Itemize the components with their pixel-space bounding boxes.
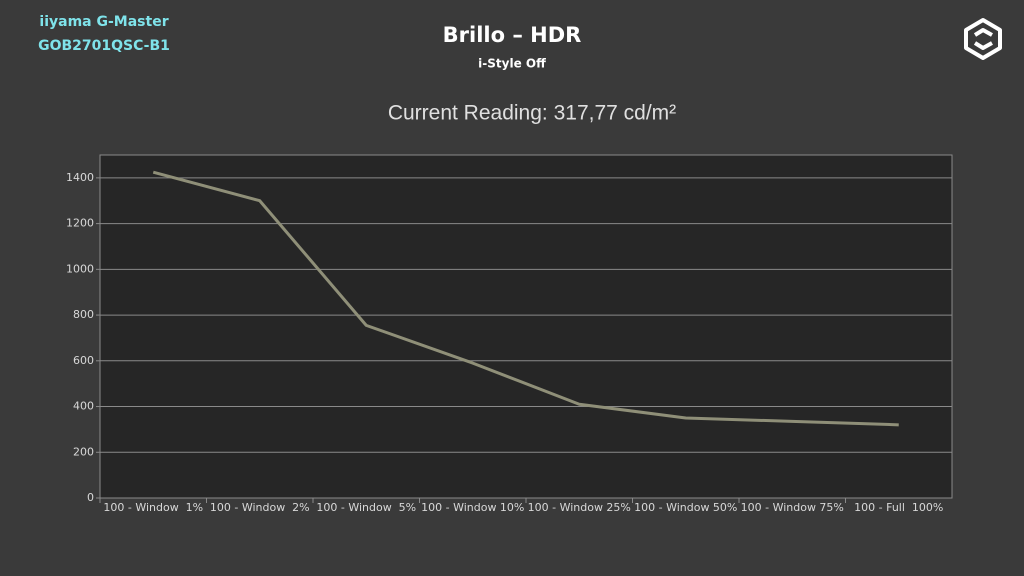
y-tick-label: 400: [73, 400, 94, 413]
chart-subtitle: i-Style Off: [478, 57, 546, 71]
y-tick-label: 1200: [66, 217, 94, 230]
y-tick-label: 800: [73, 308, 94, 321]
x-tick-label: 100 - Window 75%: [741, 501, 844, 514]
x-tick-label: 100 - Window 5%: [316, 501, 416, 514]
x-tick-label: 100 - Window 1%: [103, 501, 203, 514]
chart-title: Brillo – HDR: [443, 23, 582, 47]
y-tick-label: 1400: [66, 171, 94, 184]
annotation: Current Reading: 317,77 cd/m²: [388, 102, 676, 125]
brand-line: GOB2701QSC-B1: [38, 38, 170, 54]
y-tick-label: 200: [73, 445, 94, 458]
plot-area: [99, 154, 953, 499]
y-tick-label: 0: [87, 491, 94, 504]
x-tick-label: 100 - Full 100%: [854, 501, 943, 514]
logo: [964, 18, 1002, 60]
y-tick-label: 600: [73, 354, 94, 367]
brand-line: iiyama G-Master: [39, 14, 168, 30]
x-tick-label: 100 - Window 2%: [210, 501, 310, 514]
x-tick-label: 100 - Window 25%: [528, 501, 631, 514]
x-tick-label: 100 - Window 50%: [634, 501, 737, 514]
line-series: [152, 170, 899, 427]
y-tick-label: 1000: [66, 262, 94, 275]
x-tick-label: 100 - Window 10%: [421, 501, 524, 514]
